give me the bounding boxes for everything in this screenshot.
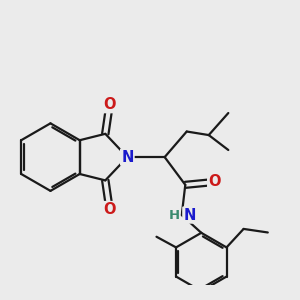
Text: N: N bbox=[121, 150, 134, 165]
Text: O: O bbox=[103, 202, 116, 217]
Text: N: N bbox=[183, 208, 196, 223]
Text: O: O bbox=[103, 97, 116, 112]
Text: H: H bbox=[168, 208, 179, 222]
Text: O: O bbox=[208, 175, 221, 190]
